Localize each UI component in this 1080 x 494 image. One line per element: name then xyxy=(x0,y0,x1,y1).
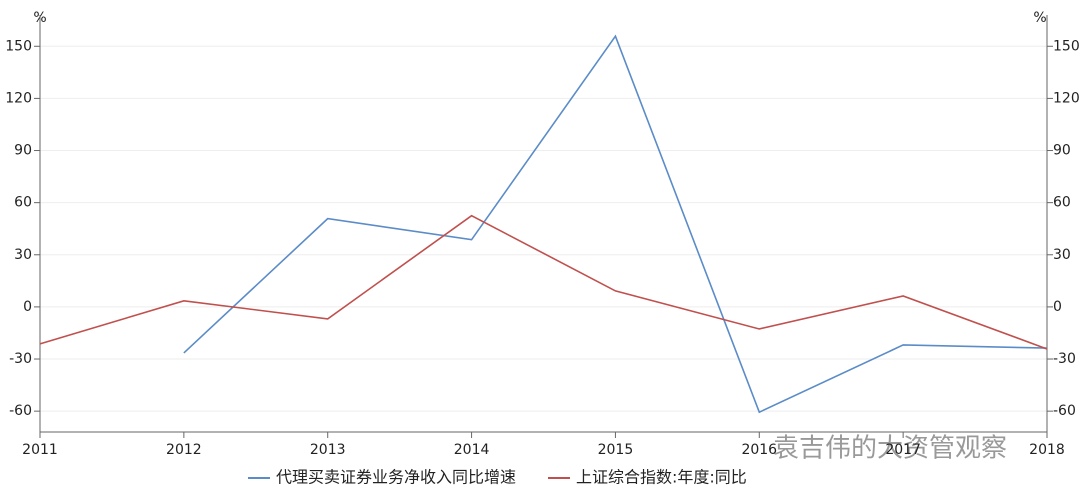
y2-tick-label: 90 xyxy=(1053,143,1071,159)
x-tick-label: 2014 xyxy=(454,442,490,458)
y2-tick-label: -60 xyxy=(1053,403,1076,419)
x-tick-label: 2011 xyxy=(22,442,58,458)
legend-label: 上证综合指数:年度:同比 xyxy=(576,468,747,487)
y-tick-label: 120 xyxy=(5,90,32,106)
watermark: 袁吉伟的大资管观察 xyxy=(773,434,1007,464)
y-tick-label: 60 xyxy=(14,195,32,211)
x-tick-label: 2016 xyxy=(741,442,777,458)
y2-tick-label: -30 xyxy=(1053,351,1076,367)
y-tick-label: 150 xyxy=(5,38,32,54)
x-tick-label: 2018 xyxy=(1029,442,1065,458)
x-tick-label: 2015 xyxy=(598,442,634,458)
line-series xyxy=(183,34,1048,414)
y2-tick-label: 150 xyxy=(1053,38,1080,54)
y-tick-label: 30 xyxy=(14,247,32,263)
x-tick-label: 2012 xyxy=(166,442,202,458)
line-series xyxy=(39,214,1048,350)
x-tick-label: 2013 xyxy=(310,442,346,458)
y2-tick-label: 120 xyxy=(1053,90,1080,106)
y2-tick-label: 30 xyxy=(1053,247,1071,263)
y-tick-label: -60 xyxy=(9,403,32,419)
y2-tick-label: 60 xyxy=(1053,195,1071,211)
y-tick-label: 90 xyxy=(14,143,32,159)
legend-label: 代理买卖证券业务净收入同比增速 xyxy=(276,468,516,487)
x-tick-label: 2017 xyxy=(885,442,921,458)
y-tick-label: 0 xyxy=(23,299,32,315)
y2-axis-unit: % xyxy=(1033,10,1046,26)
y2-tick-label: 0 xyxy=(1053,299,1062,315)
y-tick-label: -30 xyxy=(9,351,32,367)
